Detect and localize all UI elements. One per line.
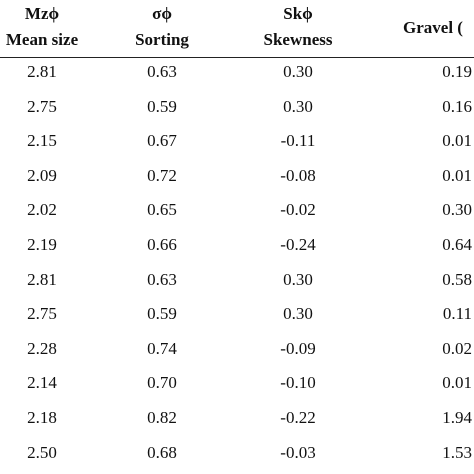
table-cell: 0.67 — [147, 131, 177, 151]
column-symbol: Skϕ — [283, 4, 313, 23]
table-cell: 2.15 — [27, 131, 57, 151]
table-cell: 0.02 — [442, 338, 472, 358]
column-label: Sorting — [135, 30, 189, 49]
table-cell: 2.75 — [27, 304, 57, 324]
table-cell: 2.81 — [27, 269, 57, 289]
table-cell: -0.02 — [280, 200, 316, 220]
table-cell: 0.63 — [147, 269, 177, 289]
table-cell: -0.03 — [280, 442, 316, 462]
table-cell: 0.70 — [147, 373, 177, 393]
table-cell: -0.24 — [280, 235, 316, 254]
table-cell: 0.11 — [442, 304, 472, 324]
table-cell: 0.82 — [147, 408, 177, 427]
table-cell: 0.59 — [147, 304, 177, 324]
table-cell: 2.28 — [27, 338, 57, 358]
table-cell: 0.01 — [442, 165, 472, 185]
table-cell: 0.74 — [147, 338, 177, 358]
table-cell: 0.65 — [147, 200, 177, 220]
table-cell: 2.14 — [27, 373, 57, 393]
table-cell: 0.30 — [283, 96, 313, 116]
table-cell: -0.10 — [280, 373, 316, 393]
table-cell: 0.19 — [442, 62, 472, 81]
table-cell: -0.09 — [280, 338, 316, 358]
table-cell: 1.94 — [442, 408, 472, 427]
table-cell: 0.66 — [147, 235, 177, 254]
table-cell: 0.72 — [147, 165, 177, 185]
table-cell: 0.16 — [442, 96, 472, 116]
table-cell: -0.11 — [280, 131, 316, 151]
column-symbol: Mzϕ — [24, 4, 60, 23]
table-cell: 2.02 — [27, 200, 57, 220]
column-symbol: σϕ — [152, 4, 172, 23]
table-cell: -0.08 — [280, 165, 316, 185]
table-cell: 2.09 — [27, 165, 57, 185]
table-cell: 0.59 — [147, 96, 177, 116]
column-label: Mean size — [5, 30, 79, 49]
table-cell: 2.75 — [27, 96, 57, 116]
table-cell: 0.01 — [442, 131, 472, 151]
table-cell: 2.50 — [27, 442, 57, 462]
table-cell: 1.53 — [442, 442, 472, 462]
table-cell: 0.30 — [283, 269, 313, 289]
table-cell: 0.30 — [283, 304, 313, 324]
table-cell: 0.01 — [442, 373, 472, 393]
table-cell: 0.64 — [442, 235, 472, 254]
table-cell: 2.81 — [27, 62, 57, 81]
column-label: Skewness — [263, 30, 333, 49]
header-rule — [0, 57, 474, 58]
column-label: Gravel ( — [403, 18, 463, 37]
table-cell: 0.68 — [147, 442, 177, 462]
table-cell: 0.63 — [147, 62, 177, 81]
table-cell: -0.22 — [280, 408, 316, 427]
table-cell: 0.30 — [283, 62, 313, 81]
table-cell: 2.19 — [27, 235, 57, 254]
table-cell: 0.30 — [442, 200, 472, 220]
table-cell: 2.18 — [27, 408, 57, 427]
table-cell: 0.58 — [442, 269, 472, 289]
